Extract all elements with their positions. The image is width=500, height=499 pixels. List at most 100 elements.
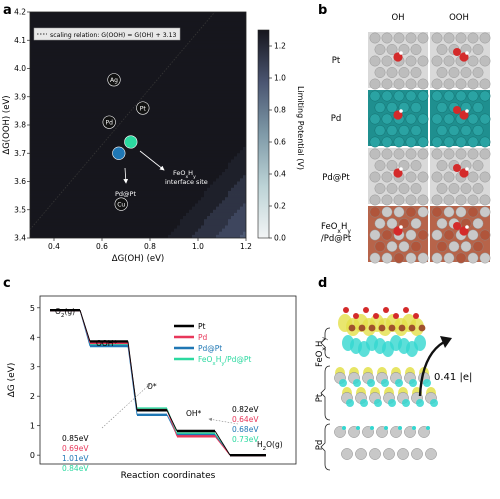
- heatmap-cell: [201, 172, 205, 176]
- heatmap-cell: [33, 190, 37, 195]
- heatmap-cell: [168, 96, 172, 101]
- heatmap-cell: [51, 219, 55, 223]
- heatmap-cell: [99, 59, 103, 63]
- heatmap-cell: [234, 168, 238, 173]
- heatmap-cell: [60, 225, 64, 229]
- heatmap-cell: [147, 90, 151, 95]
- heatmap-cell: [51, 168, 55, 173]
- heatmap-cell: [180, 187, 184, 192]
- heatmap-cell: [42, 71, 46, 76]
- heatmap-cell: [237, 21, 241, 25]
- heatmap-cell: [138, 65, 142, 69]
- heatmap-cell: [216, 24, 220, 29]
- heatmap-cell: [126, 146, 130, 151]
- heatmap-cell: [123, 168, 127, 173]
- heatmap-cell: [99, 109, 103, 113]
- heatmap-cell: [108, 24, 112, 29]
- heatmap-cell: [228, 109, 232, 113]
- heatmap-cell: [180, 128, 184, 132]
- heatmap-cell: [147, 190, 151, 195]
- heatmap-cell: [150, 200, 154, 204]
- heatmap-cell: [39, 93, 43, 98]
- heatmap-cell: [51, 159, 55, 164]
- heatmap-cell: [72, 187, 76, 192]
- heatmap-cell: [210, 93, 214, 98]
- heatmap-cell: [129, 190, 133, 195]
- heatmap-cell: [231, 168, 235, 173]
- heatmap-cell: [192, 74, 196, 79]
- heatmap-cell: [195, 197, 199, 201]
- heatmap-cell: [174, 71, 178, 76]
- heatmap-cell: [228, 137, 232, 142]
- heatmap-cell: [225, 206, 229, 211]
- heatmap-cell: [60, 178, 64, 182]
- heatmap-cell: [141, 15, 145, 19]
- heatmap-cell: [222, 140, 226, 145]
- heatmap-cell: [114, 52, 118, 57]
- heatmap-cell: [165, 159, 169, 164]
- heatmap-cell: [171, 140, 175, 145]
- heatmap-cell: [117, 55, 121, 60]
- heatmap-cell: [183, 159, 187, 164]
- heatmap-cell: [195, 209, 199, 214]
- heatmap-cell: [219, 197, 223, 201]
- heatmap-cell: [42, 131, 46, 135]
- heatmap-cell: [207, 55, 211, 60]
- heatmap-cell: [72, 115, 76, 120]
- heatmap-cell: [234, 190, 238, 195]
- heatmap-cell: [189, 109, 193, 113]
- heatmap-cell: [129, 112, 133, 116]
- heatmap-cell: [177, 93, 181, 98]
- heatmap-cell: [222, 46, 226, 51]
- heatmap-cell: [228, 168, 232, 173]
- heatmap-cell: [75, 137, 79, 142]
- heatmap-cell: [168, 55, 172, 60]
- heatmap-cell: [63, 125, 67, 129]
- heatmap-cell: [165, 216, 169, 220]
- heatmap-cell: [144, 55, 148, 60]
- heatmap-cell: [117, 84, 121, 88]
- heatmap-cell: [69, 194, 73, 198]
- heatmap-cell: [36, 40, 40, 44]
- heatmap-cell: [180, 12, 184, 16]
- heatmap-cell: [39, 87, 43, 91]
- heatmap-cell: [201, 18, 205, 22]
- heatmap-cell: [201, 21, 205, 25]
- heatmap-cell: [138, 184, 142, 189]
- heatmap-cell: [198, 96, 202, 101]
- heatmap-cell: [54, 165, 58, 170]
- heatmap-cell: [231, 203, 235, 208]
- heatmap-cell: [201, 194, 205, 198]
- heatmap-cell: [216, 43, 220, 47]
- heatmap-cell: [150, 172, 154, 176]
- heatmap-cell: [231, 33, 235, 38]
- heatmap-cell: [84, 165, 88, 170]
- heatmap-cell: [210, 165, 214, 170]
- heatmap-cell: [129, 128, 133, 132]
- heatmap-cell: [126, 90, 130, 95]
- heatmap-cell: [96, 146, 100, 151]
- heatmap-cell: [228, 90, 232, 95]
- heatmap-cell: [147, 128, 151, 132]
- heatmap-cell: [204, 134, 208, 138]
- heatmap-cell: [54, 12, 58, 16]
- heatmap-cell: [54, 172, 58, 176]
- heatmap-cell: [39, 194, 43, 198]
- heatmap-cell: [219, 27, 223, 32]
- heatmap-cell: [207, 52, 211, 57]
- heatmap-cell: [159, 99, 163, 104]
- heatmap-cell: [84, 162, 88, 167]
- heatmap-cell: [54, 212, 58, 217]
- heatmap-cell: [141, 225, 145, 229]
- heatmap-cell: [213, 134, 217, 138]
- heatmap-cell: [63, 194, 67, 198]
- heatmap-cell: [36, 203, 40, 208]
- heatmap-cell: [216, 121, 220, 126]
- heatmap-cell: [60, 172, 64, 176]
- heatmap-cell: [159, 15, 163, 19]
- heatmap-cell: [39, 131, 43, 135]
- heatmap-cell: [36, 234, 40, 238]
- heatmap-cell: [96, 93, 100, 98]
- heatmap-cell: [219, 143, 223, 148]
- heatmap-cell: [48, 225, 52, 229]
